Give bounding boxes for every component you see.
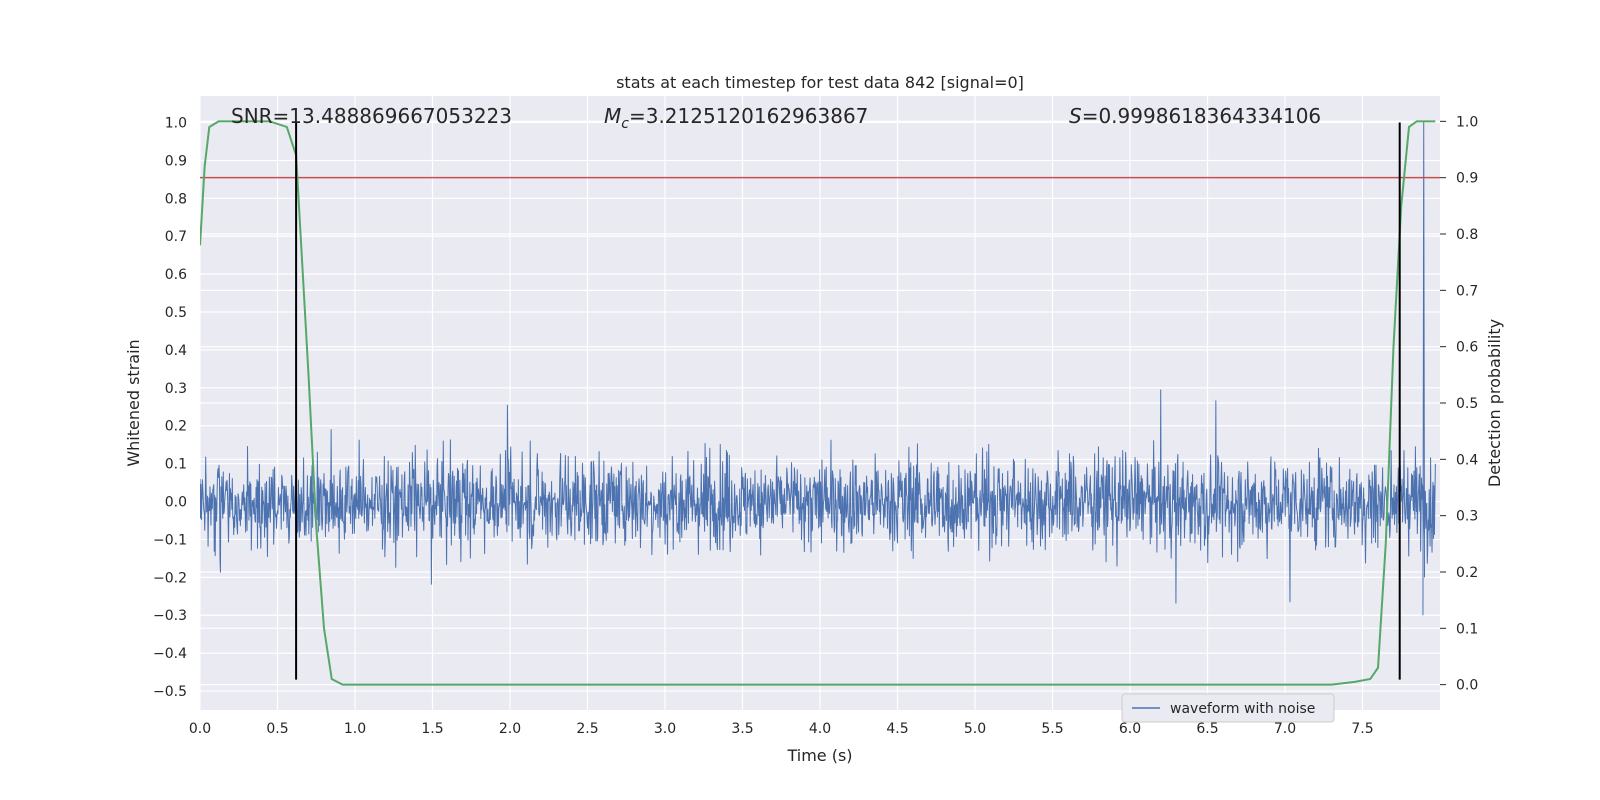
y-tick-label: 0.3 bbox=[165, 381, 187, 397]
vertical-markers bbox=[295, 122, 1401, 680]
series-waveform-with-noise bbox=[200, 122, 1436, 616]
y-tick-label: 0.7 bbox=[165, 229, 187, 245]
x-tick-label: 2.0 bbox=[499, 721, 521, 737]
chart-title: stats at each timestep for test data 842… bbox=[616, 73, 1024, 92]
x-tick-label: 0.5 bbox=[266, 721, 288, 737]
y-tick-label: −0.3 bbox=[153, 608, 187, 624]
y-tick-label: 0.5 bbox=[165, 305, 187, 321]
y-axis-label: Whitened strain bbox=[124, 339, 143, 466]
y2-axis-label: Detection probability bbox=[1485, 319, 1504, 487]
x-tick-label: 0.0 bbox=[189, 721, 211, 737]
snr-annotation: SNR=13.488869667053223 bbox=[231, 104, 512, 128]
y2-tick-label: 0.4 bbox=[1456, 452, 1478, 468]
y2-tick-label: 0.7 bbox=[1456, 283, 1478, 299]
y2-tick-label: 0.9 bbox=[1456, 171, 1478, 187]
y-tick-label: 0.1 bbox=[165, 457, 187, 473]
y-tick-label: 0.8 bbox=[165, 191, 187, 207]
x-tick-label: 6.5 bbox=[1196, 721, 1218, 737]
y2-tick-label: 0.2 bbox=[1456, 565, 1478, 581]
x-tick-label: 4.0 bbox=[809, 721, 831, 737]
y-tick-labels: 1.0 0.9 0.8 0.7 0.6 0.5 0.4 0.3 0.2 0.1 0.0 −0.1 −0.… bbox=[153, 116, 187, 701]
y2-tick-label: 0.5 bbox=[1456, 396, 1478, 412]
chirp-mass-annotation: Mc=3.2125120162963867 bbox=[604, 104, 868, 132]
y-tick-label: −0.5 bbox=[153, 684, 187, 700]
x-tick-labels: 0.0 0.5 1.0 1.5 2.0 2.5 3.0 3.5 4.0 4.5 5.0 5.5 6.0 6… bbox=[189, 721, 1374, 737]
chirp-mass-subscript: c bbox=[621, 116, 629, 132]
x-tick-label: 1.0 bbox=[344, 721, 366, 737]
x-tick-label: 3.5 bbox=[731, 721, 753, 737]
score-annotation: S=0.9998618364334106 bbox=[1069, 104, 1321, 128]
y-tick-label: 0.9 bbox=[165, 153, 187, 169]
x-tick-label: 3.0 bbox=[654, 721, 676, 737]
y-tick-label: 0.6 bbox=[165, 267, 187, 283]
score-symbol: S bbox=[1069, 104, 1082, 128]
legend: waveform with noise bbox=[1121, 693, 1335, 723]
x-tick-label: 5.5 bbox=[1041, 721, 1063, 737]
y2-tick-label: 0.8 bbox=[1456, 227, 1478, 243]
x-tick-label: 1.5 bbox=[421, 721, 443, 737]
x-tick-label: 6.0 bbox=[1119, 721, 1141, 737]
legend-box bbox=[1121, 693, 1335, 723]
y-tick-label: 0.4 bbox=[165, 343, 187, 359]
x-tick-label: 5.0 bbox=[964, 721, 986, 737]
series-detection-probability bbox=[200, 120, 1436, 686]
y-tick-label: 0.0 bbox=[165, 495, 187, 511]
y-gridlines bbox=[200, 121, 1440, 692]
legend-label-waveform: waveform with noise bbox=[1170, 701, 1315, 717]
x-tick-label: 7.5 bbox=[1351, 721, 1373, 737]
chirp-mass-value: =3.2125120162963867 bbox=[629, 104, 868, 128]
y2-tick-label: 0.1 bbox=[1456, 621, 1478, 637]
y-tick-label: 0.2 bbox=[165, 419, 187, 435]
y-tick-label: −0.4 bbox=[153, 646, 187, 662]
x-tick-label: 7.0 bbox=[1274, 721, 1296, 737]
chirp-mass-symbol: M bbox=[604, 104, 621, 128]
x-tick-label: 2.5 bbox=[576, 721, 598, 737]
score-value: =0.9998618364334106 bbox=[1082, 104, 1321, 128]
x-axis-label: Time (s) bbox=[786, 746, 852, 765]
y2-tick-label: 0.3 bbox=[1456, 509, 1478, 525]
y2-tick-labels: 1.0 0.9 0.8 0.7 0.6 0.5 0.4 0.3 0.2 0.1 0.0 bbox=[1440, 114, 1478, 694]
y-tick-label: 1.0 bbox=[165, 116, 187, 132]
y-tick-label: −0.2 bbox=[153, 570, 187, 586]
y2-tick-label: 1.0 bbox=[1456, 114, 1478, 130]
y2-tick-label: 0.0 bbox=[1456, 678, 1478, 694]
y2-tick-label: 0.6 bbox=[1456, 340, 1478, 356]
y-tick-label: −0.1 bbox=[153, 532, 187, 548]
x-tick-label: 4.5 bbox=[886, 721, 908, 737]
